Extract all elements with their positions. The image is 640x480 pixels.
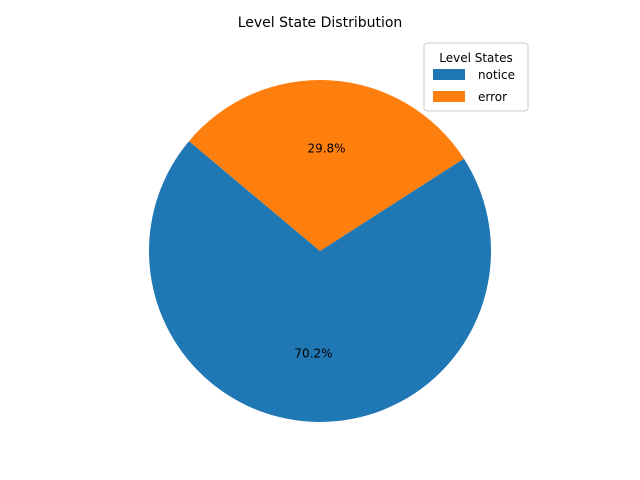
pie-slice-notice <box>149 141 491 422</box>
legend-label-notice: notice <box>478 68 515 82</box>
pie-slices <box>149 79 491 422</box>
pie-slice-error <box>189 79 464 251</box>
legend-swatch-error <box>433 91 465 102</box>
legend-title: Level States <box>439 51 513 65</box>
legend-items: notice error <box>433 68 515 104</box>
legend-swatch-notice <box>433 69 465 80</box>
legend: Level States notice error <box>423 42 529 112</box>
percent-labels: 70.2% 29.8% <box>294 142 345 361</box>
chart-title: Level State Distribution <box>238 15 403 31</box>
percent-label-error: 29.8% <box>307 142 345 156</box>
percent-label-notice: 70.2% <box>294 346 332 360</box>
legend-label-error: error <box>478 90 507 104</box>
